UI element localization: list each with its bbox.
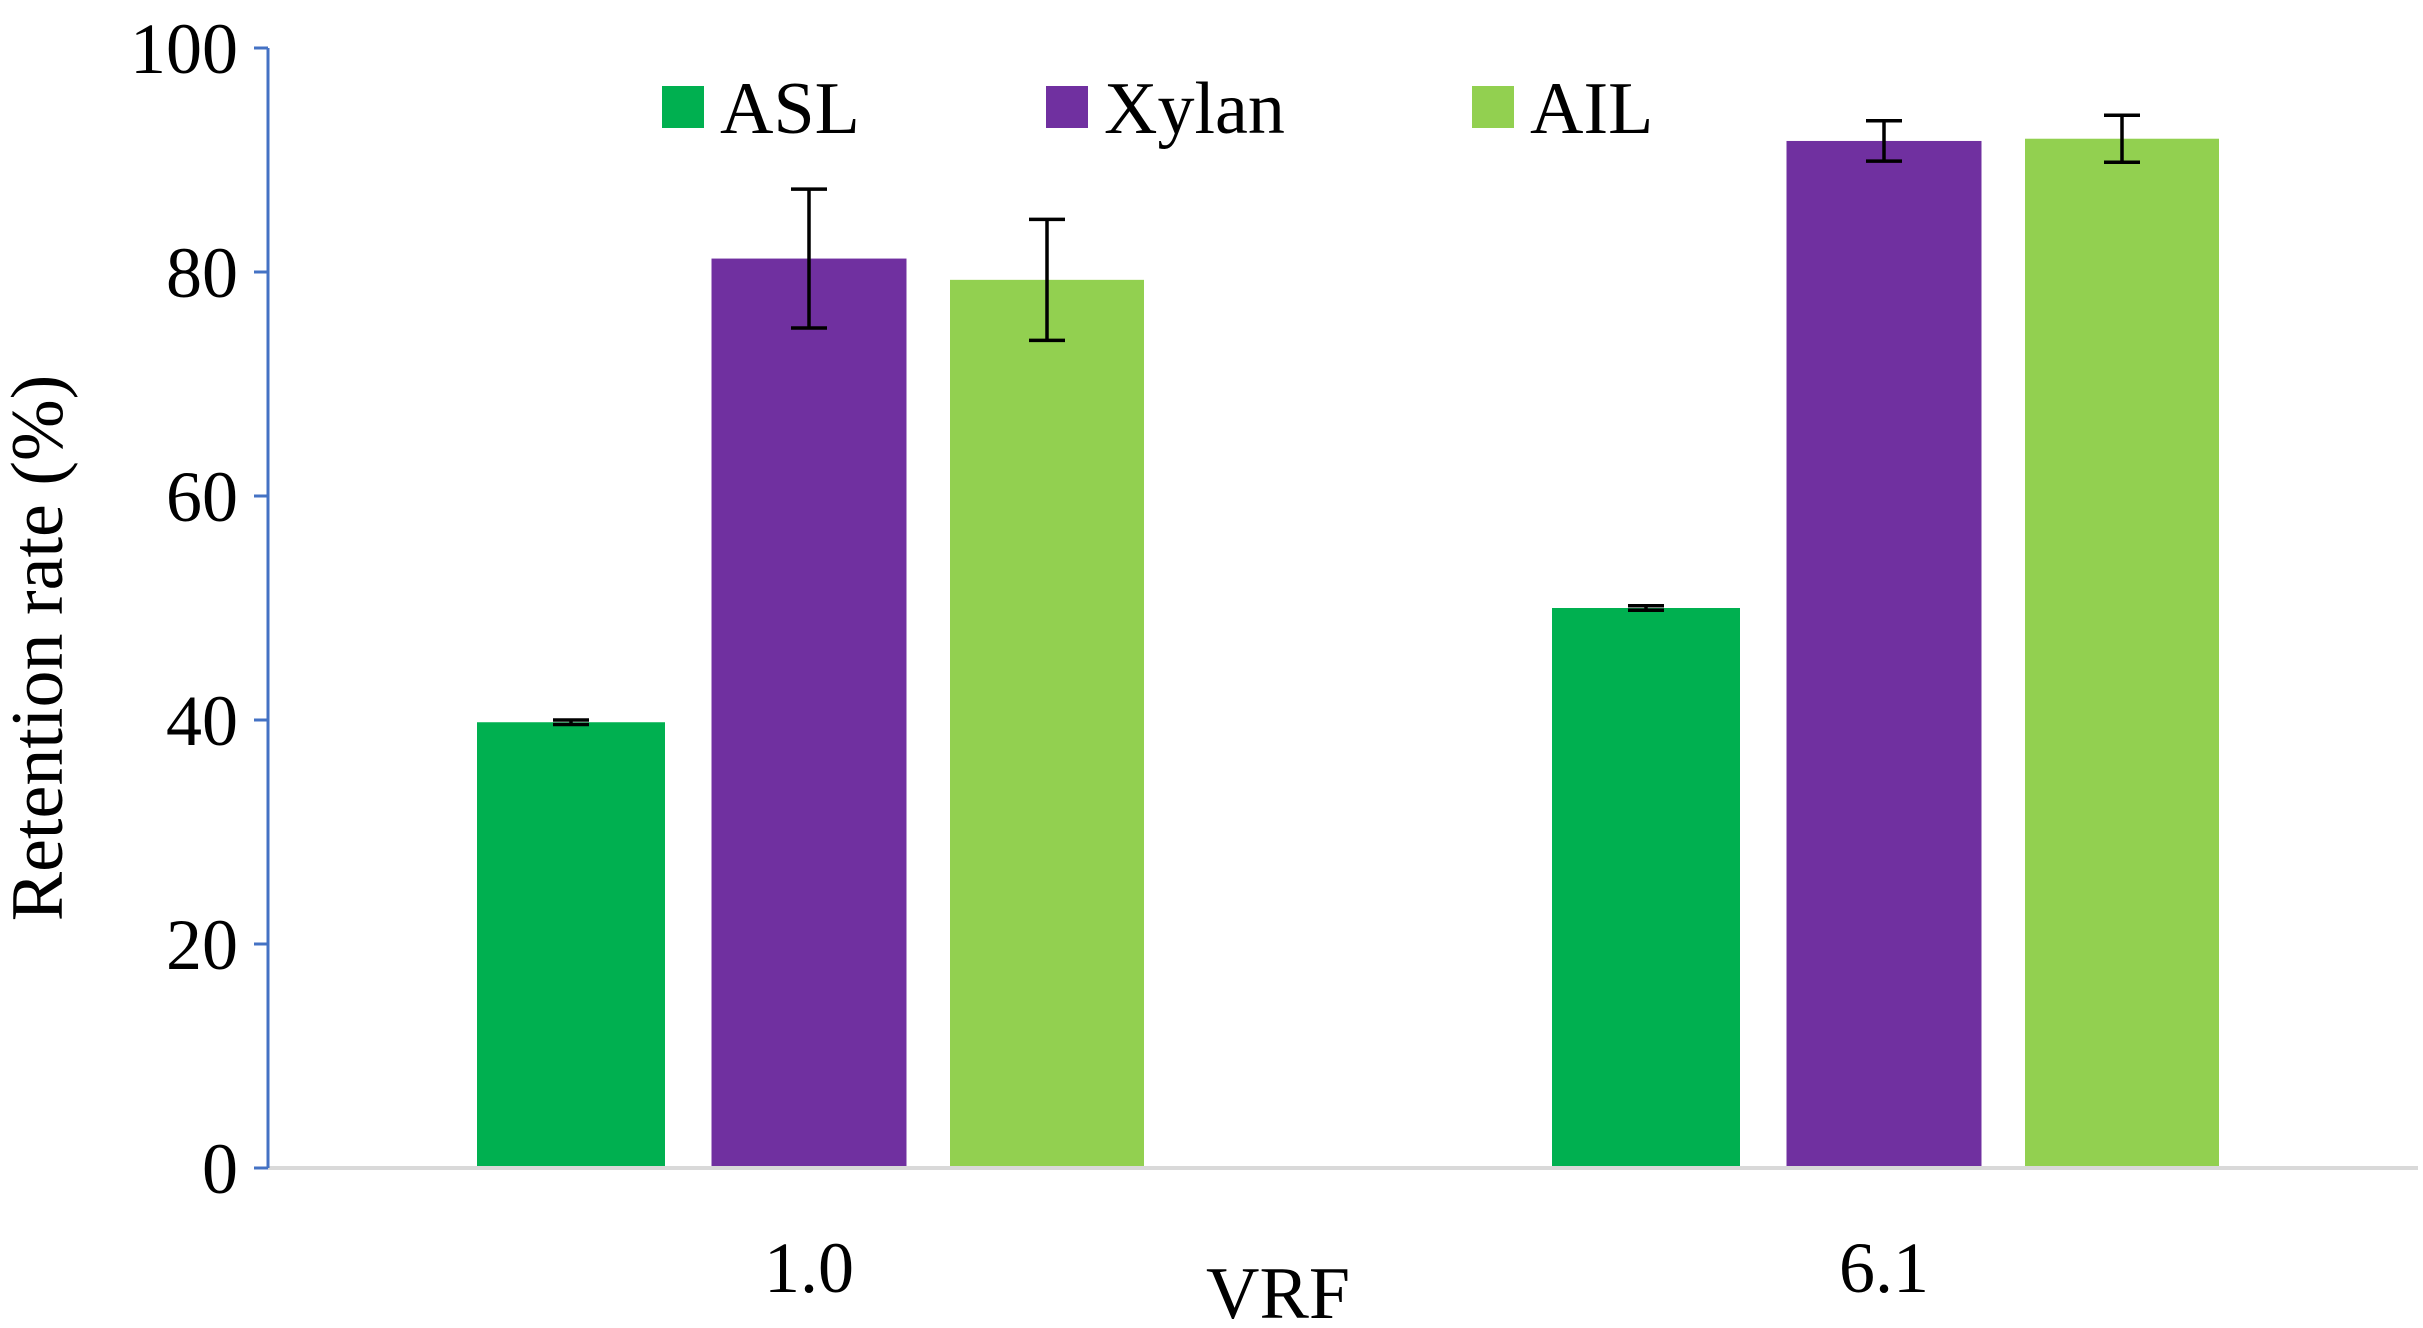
y-tick-label: 80 [166,233,238,313]
bar-asl [477,722,665,1168]
legend-label-ail: AIL [1530,68,1653,150]
legend-label-asl: ASL [720,68,860,150]
x-axis-title: VRF [1206,1253,1350,1328]
x-tick-label: 1.0 [764,1228,854,1308]
bar-xylan [1786,140,1982,1169]
y-tick-labels: 0 20 40 60 80 100 [130,9,238,1209]
x-tick-label: 6.1 [1839,1228,1929,1308]
legend-swatch-xylan [1046,86,1088,128]
bar-ail [2025,138,2219,1169]
legend-swatch-asl [662,86,704,128]
bar-xylan [711,258,907,1168]
y-tick-label: 20 [166,905,238,985]
axes-layer [254,46,2418,1170]
legend: ASL Xylan AIL [662,68,1653,150]
y-tick-label: 40 [166,681,238,761]
bar-asl [1552,608,1740,1168]
y-tick-label: 60 [166,457,238,537]
bar-ail [950,279,1144,1169]
y-axis-title: Retention rate (%) [0,375,79,922]
x-tick-labels: 1.0 6.1 [764,1228,1929,1308]
legend-swatch-ail [1472,86,1514,128]
error-bars-layer [553,113,2140,727]
y-tick-label: 0 [202,1129,238,1209]
bars-layer [477,138,2219,1169]
y-tick-label: 100 [130,9,238,89]
legend-label-xylan: Xylan [1104,68,1285,150]
